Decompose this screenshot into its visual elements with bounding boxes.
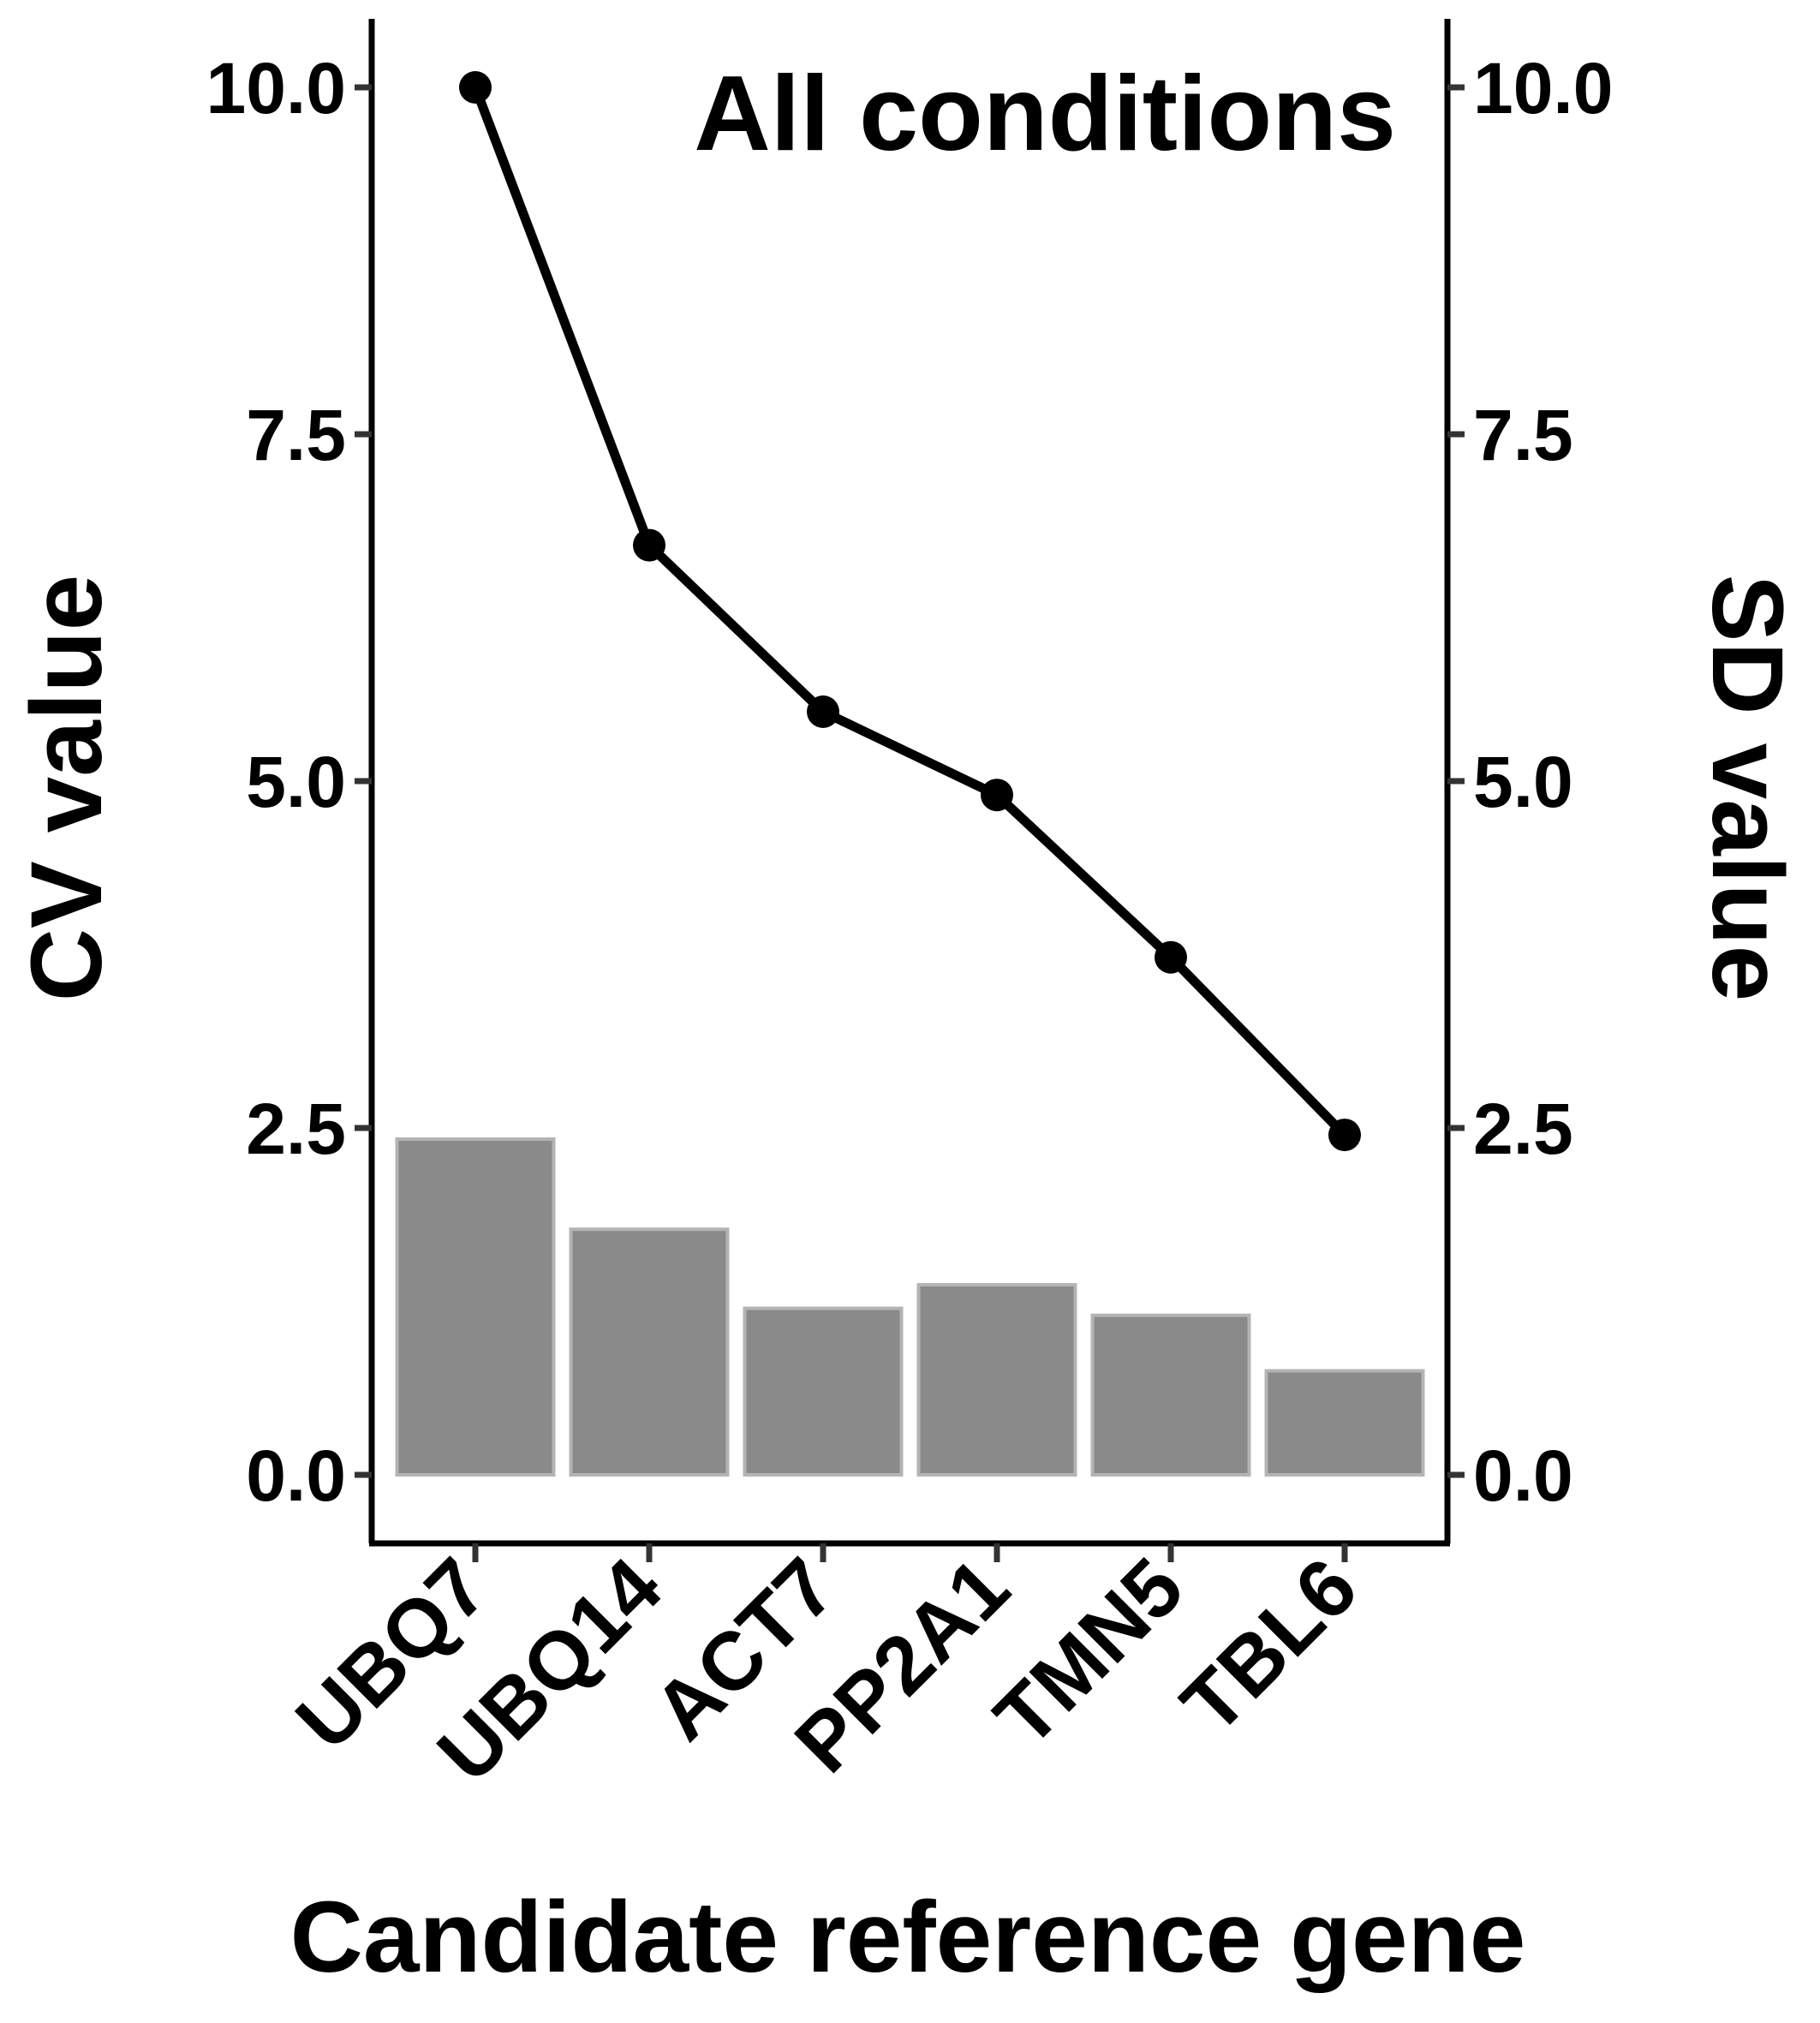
bar-ubq14: [569, 1227, 730, 1477]
axes: [355, 19, 1465, 1562]
bar-ubq7: [395, 1137, 556, 1477]
y-tick-label-right: 0.0: [1473, 1435, 1573, 1516]
bar-tmn5: [1090, 1313, 1251, 1477]
sd-point-ubq7: [459, 71, 492, 104]
y-tick-label-left: 7.5: [246, 395, 346, 475]
sd-point-ubq14: [633, 528, 665, 562]
sd-point-pp2a1: [981, 779, 1013, 812]
bar-act7: [743, 1306, 904, 1477]
x-tick-label-tmn5: TMN5: [977, 1541, 1200, 1763]
bar-group: [395, 1137, 1425, 1477]
sd-point-act7: [807, 695, 839, 728]
y-tick-label-right: 5.0: [1473, 742, 1573, 822]
bar-pp2a1: [916, 1283, 1077, 1477]
x-tick-label-tbl6: TBL6: [1164, 1541, 1374, 1751]
y-tick-label-right: 10.0: [1473, 48, 1614, 128]
bar-tbl6: [1264, 1369, 1425, 1477]
y-axis-left-title: CV value: [10, 575, 123, 1001]
x-axis-title: Candidate reference gene: [290, 1881, 1526, 1994]
y-tick-label-left: 5.0: [246, 742, 346, 822]
labels: 0.0 0.02.5 2.55.0 5.07.5 7.510.0 10.0UBQ7UBQ1…: [206, 48, 1614, 1799]
sd-point-tmn5: [1155, 940, 1187, 974]
y-tick-label-right: 7.5: [1473, 395, 1573, 475]
chart-title: All conditions: [694, 55, 1396, 173]
line-series: [459, 71, 1361, 1152]
y-tick-label-left: 0.0: [246, 1435, 346, 1516]
sd-point-tbl6: [1328, 1119, 1361, 1152]
y-tick-label-right: 2.5: [1473, 1089, 1573, 1169]
y-tick-label-left: 10.0: [206, 48, 347, 128]
sd-line: [470, 86, 1348, 1138]
y-tick-label-left: 2.5: [246, 1089, 346, 1169]
y-axis-right-title: SD value: [1691, 575, 1804, 1001]
